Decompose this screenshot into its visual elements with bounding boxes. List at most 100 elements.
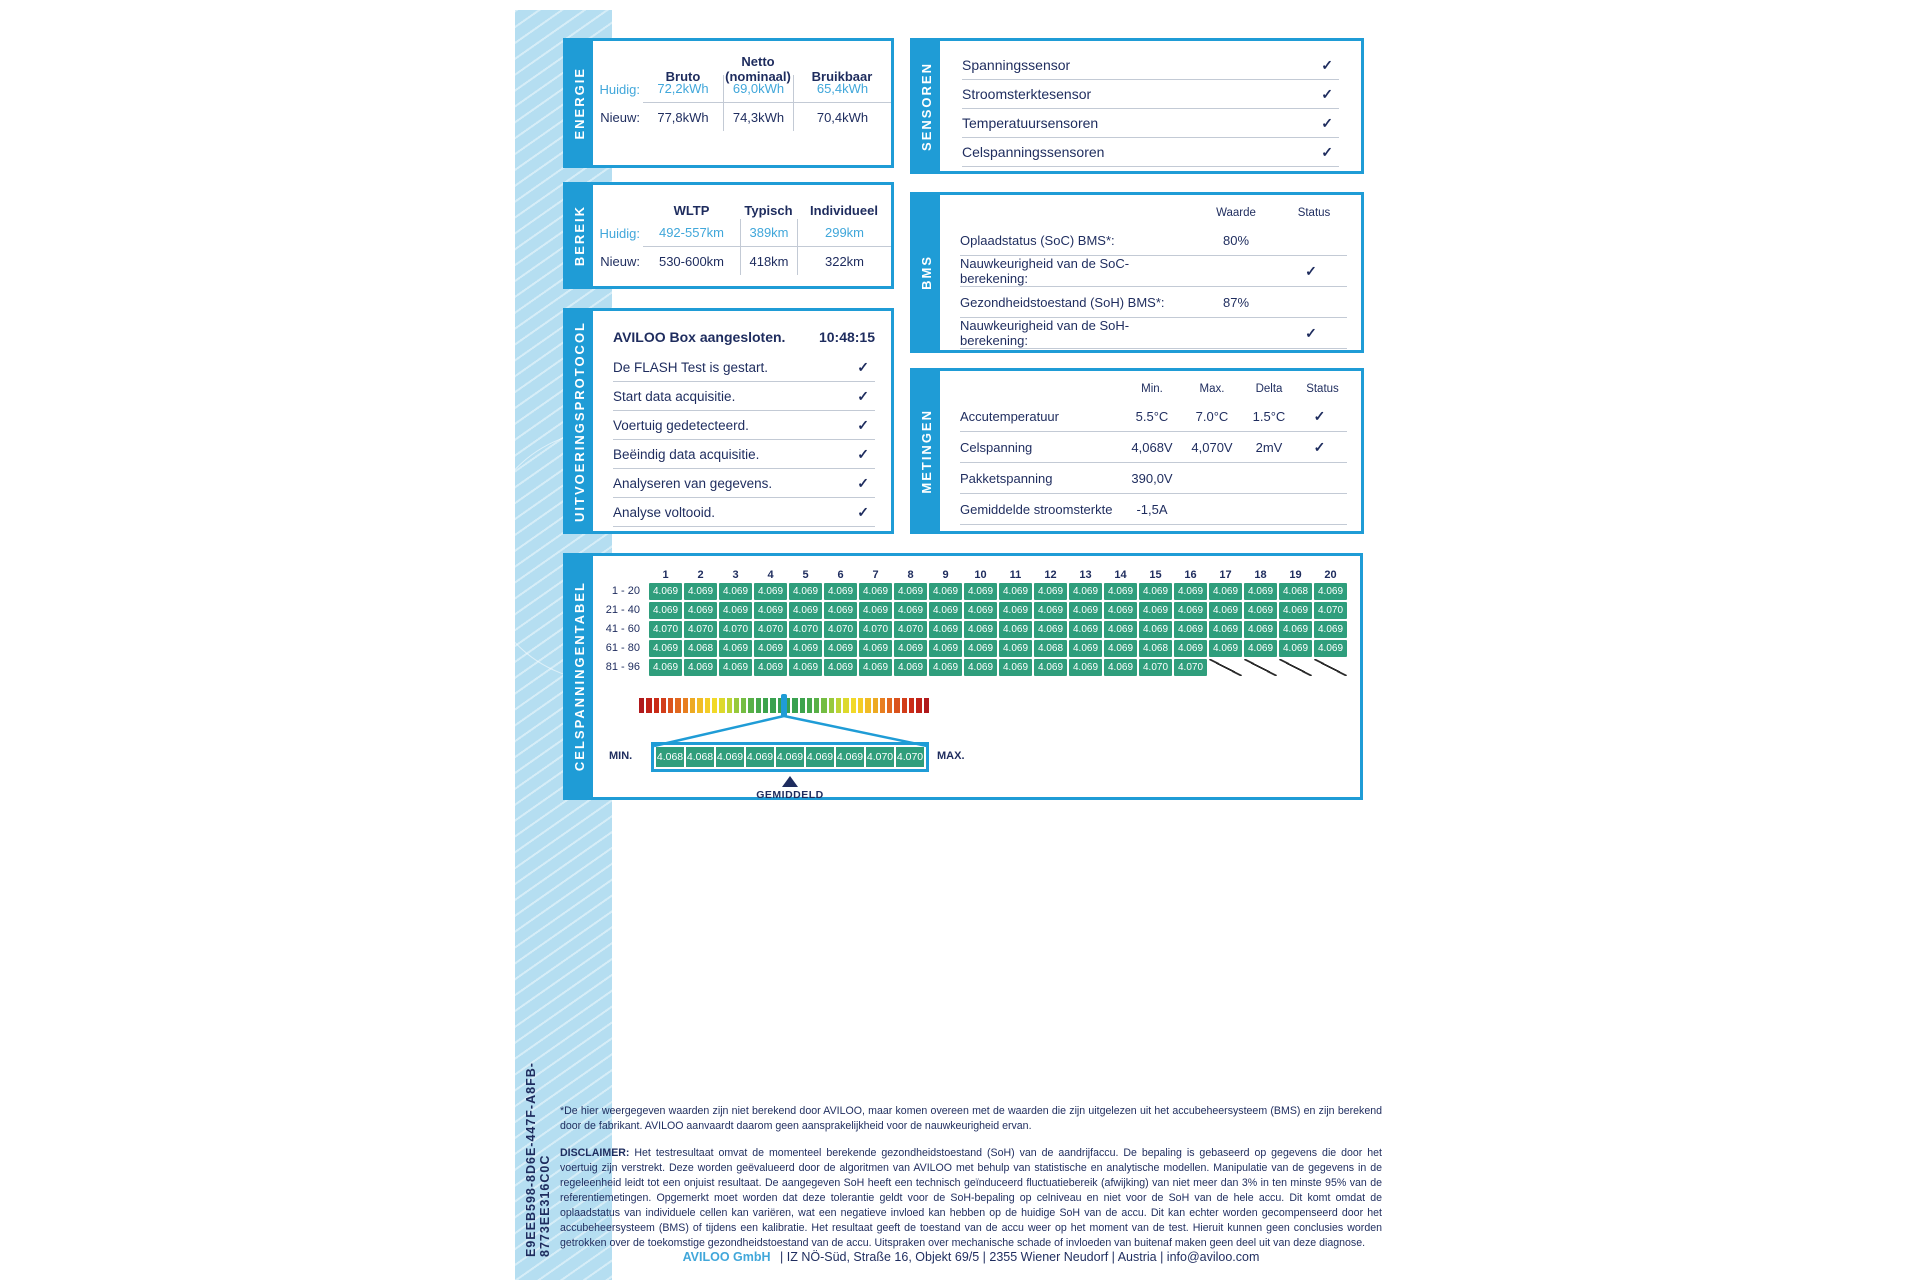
gradient-segment: [748, 698, 754, 713]
energie-table: Bruto Netto (nominaal) Bruikbaar Huidig:…: [593, 41, 891, 131]
cell-value: 4.069: [1209, 621, 1242, 638]
minmax-box: 4.068 4.068 4.069 4.069 4.069 4.069 4.069 4.070…: [651, 742, 929, 772]
gradient-segment: [697, 698, 703, 713]
metingen-row: Pakketspanning 390,0V: [960, 463, 1347, 494]
gradient-segment: [741, 698, 747, 713]
cell-value: 4.068: [1279, 583, 1312, 600]
cell-row-header: 81 - 96: [605, 661, 640, 673]
protocol-label: Analyse voltooid.: [613, 504, 716, 520]
cell-value: 4.069: [1314, 640, 1347, 657]
cell-value: 4.069: [1174, 621, 1207, 638]
bereik-value: 389km: [740, 219, 797, 247]
cell-value: 4.070: [894, 621, 927, 638]
bms-row-label: Gezondheidstoestand (SoH) BMS*:: [960, 294, 1165, 310]
cell-value: 4.070: [1314, 602, 1347, 619]
energie-col-header: Bruto: [665, 69, 701, 85]
metingen-col-header: Delta: [1255, 383, 1283, 395]
cell-row-header: 41 - 60: [605, 623, 640, 635]
cell-value: 4.069: [1104, 659, 1137, 676]
protocol-header-label: AVILOO Box aangesloten.: [613, 329, 786, 345]
bereik-row-label: Huidig:: [599, 225, 640, 241]
cell-value: 4.069: [894, 583, 927, 600]
cell-value: 4.070: [649, 621, 682, 638]
gradient-segment: [639, 698, 645, 713]
bereik-col-header: Typisch: [744, 203, 793, 219]
gradient-segment: [879, 698, 886, 713]
energie-value: 70,4kWh: [793, 103, 891, 131]
cell-value: 4.069: [789, 640, 822, 657]
cell-col-header: 13: [1079, 569, 1092, 581]
max-label: MAX.: [937, 750, 965, 762]
sensor-row: Temperatuursensoren ✓: [962, 109, 1339, 138]
check-icon: ✓: [1305, 324, 1317, 341]
gradient-segment: [857, 698, 864, 713]
check-icon: ✓: [857, 503, 869, 520]
cell-value: 4.068: [1139, 640, 1172, 657]
cell-value: 4.069: [1034, 583, 1067, 600]
cell-value: 4.069: [649, 602, 682, 619]
cell-value: 4.069: [1069, 602, 1102, 619]
check-icon: ✓: [1305, 262, 1317, 279]
metingen-col-header: Status: [1306, 383, 1339, 395]
gradient-segment: [814, 698, 820, 713]
gradient-segment: [836, 698, 842, 713]
gradient-segment: [653, 698, 659, 713]
cell-value: 4.069: [859, 602, 892, 619]
disclaimer-text: Het testresultaat omvat de momenteel ber…: [560, 1147, 1382, 1250]
cell-col-header: 6: [837, 569, 844, 581]
sensor-row: Celspanningssensoren ✓: [962, 138, 1339, 167]
gemiddeld-label: GEMIDDELD: [756, 789, 824, 801]
cell-value: 4.069: [894, 640, 927, 657]
protocol-panel: UITVOERINGSPROTOCOL AVILOO Box aangeslot…: [563, 308, 894, 534]
legend-cell: 4.069: [776, 747, 804, 767]
cell-value: 4.069: [719, 602, 752, 619]
cell-col-header: 8: [907, 569, 914, 581]
protocol-list: De FLASH Test is gestart. ✓ Start data acq…: [613, 353, 875, 527]
average-marker: [781, 694, 787, 717]
cell-value: 4.069: [929, 659, 962, 676]
cell-value: 4.069: [1209, 602, 1242, 619]
cell-value: 4.069: [1104, 583, 1137, 600]
check-icon: ✓: [1313, 438, 1326, 455]
cell-col-header: 15: [1149, 569, 1162, 581]
cell-value: 4.070: [719, 621, 752, 638]
metingen-min-value: 5.5°C: [1135, 408, 1169, 424]
footer-details: | IZ NÖ-Süd, Straße 16, Objekt 69/5 | 23…: [780, 1250, 1260, 1264]
cell-value: 4.070: [1139, 659, 1172, 676]
legend-cell: 4.069: [746, 747, 774, 767]
cell-value: 4.069: [894, 659, 927, 676]
sensoren-title: SENSOREN: [919, 61, 934, 151]
energie-row-label: Huidig:: [599, 81, 640, 97]
gradient-segment: [660, 698, 667, 713]
legend-cell: 4.070: [866, 747, 894, 767]
min-label: MIN.: [609, 750, 633, 762]
cell-empty-slash-icon: [1209, 659, 1242, 676]
gradient-segment: [719, 698, 725, 713]
check-icon: ✓: [1313, 407, 1326, 424]
cell-value: 4.069: [1174, 583, 1207, 600]
cell-value: 4.069: [719, 583, 752, 600]
energie-value: 77,8kWh: [657, 109, 709, 125]
gradient-segment: [755, 698, 762, 713]
metingen-max-value: 4,070V: [1191, 439, 1233, 455]
bms-col-header: Waarde: [1216, 207, 1256, 219]
cell-value: 4.069: [1244, 621, 1277, 638]
metingen-rows: Accutemperatuur 5.5°C 7.0°C 1.5°C ✓ Celspanni…: [960, 401, 1347, 525]
protocol-row: Analyseren van gegevens. ✓: [613, 469, 875, 498]
bms-row-value: 80%: [1222, 232, 1250, 248]
legend-cell: 4.068: [686, 747, 714, 767]
cell-value: 4.070: [789, 621, 822, 638]
energie-panel-label: ENERGIE: [566, 41, 593, 165]
gradient-segment: [806, 698, 813, 713]
metingen-col-header: Max.: [1199, 383, 1225, 395]
bereik-col-header: WLTP: [673, 203, 710, 219]
cell-value: 4.069: [1069, 583, 1102, 600]
gradient-segment: [923, 698, 929, 713]
gradient-segment: [704, 698, 710, 713]
cell-value: 4.070: [859, 621, 892, 638]
protocol-row: De FLASH Test is gestart. ✓: [613, 353, 875, 382]
cell-value: 4.069: [1244, 583, 1277, 600]
cell-value: 4.069: [1139, 602, 1172, 619]
bms-panel: BMS Waarde Status Oplaadstatus (SoC) BMS…: [910, 192, 1364, 353]
